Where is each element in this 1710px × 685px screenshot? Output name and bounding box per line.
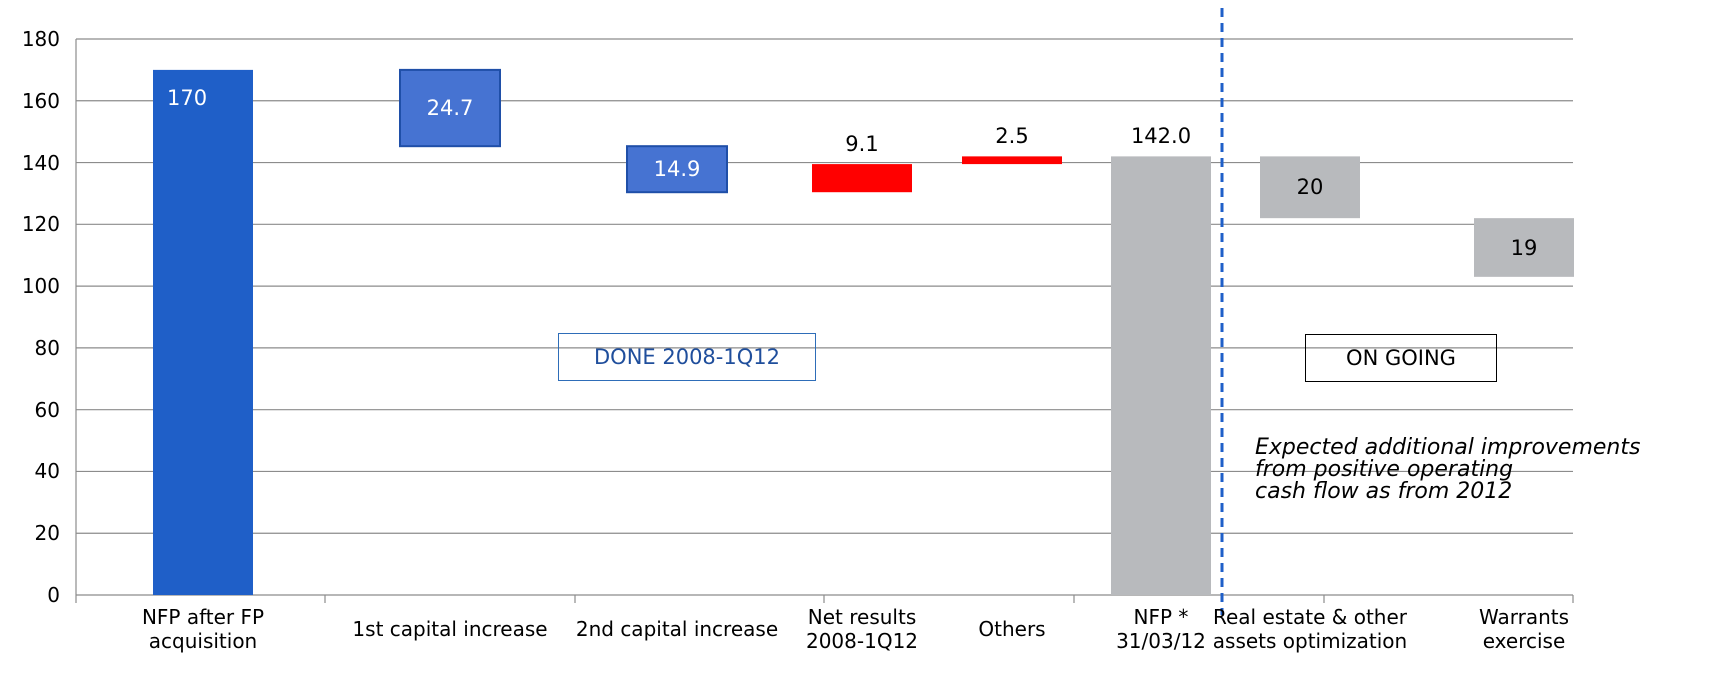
data-label: 9.1 bbox=[845, 132, 879, 157]
data-label: 19 bbox=[1510, 235, 1538, 260]
y-tick-label: 40 bbox=[34, 459, 60, 484]
x-tick-label: 2nd capital increase bbox=[575, 617, 779, 641]
annotation-done: DONE 2008-1Q12 bbox=[558, 333, 816, 381]
y-tick-label: 0 bbox=[47, 583, 60, 607]
y-tick-label: 100 bbox=[21, 274, 60, 299]
bar bbox=[1111, 156, 1211, 595]
y-tick-label: 80 bbox=[34, 335, 60, 360]
y-tick-label: 160 bbox=[21, 88, 60, 113]
y-tick-label: 120 bbox=[21, 212, 60, 237]
annotation-ongoing: ON GOING bbox=[1305, 334, 1497, 382]
data-label: 24.7 bbox=[426, 96, 474, 121]
data-label: 2.5 bbox=[995, 124, 1029, 149]
y-tick-label: 180 bbox=[21, 27, 60, 51]
bar bbox=[812, 164, 912, 193]
annotation-note: Expected additional improvements from po… bbox=[1255, 435, 1641, 504]
bar bbox=[153, 69, 253, 595]
bar bbox=[1260, 156, 1360, 219]
data-label: 142.0 bbox=[1130, 124, 1192, 149]
x-tick-label: Warrants exercise bbox=[1478, 605, 1570, 653]
data-label: 170 bbox=[167, 85, 208, 110]
bar bbox=[1474, 218, 1574, 277]
x-tick-label: 1st capital increase bbox=[352, 617, 548, 641]
x-tick-label: Net results 2008-1Q12 bbox=[805, 605, 919, 653]
x-tick-label: Real estate & other assets optimization bbox=[1212, 605, 1408, 653]
x-tick-label: NFP * 31/03/12 bbox=[1116, 605, 1206, 653]
bar bbox=[399, 68, 501, 148]
y-tick-label: 60 bbox=[34, 397, 60, 422]
x-tick-label: Others bbox=[978, 617, 1046, 641]
data-label: 14.9 bbox=[653, 157, 701, 182]
bar bbox=[962, 156, 1062, 165]
y-tick-label: 140 bbox=[21, 150, 60, 175]
bar bbox=[626, 145, 728, 194]
x-tick-label: NFP after FP acquisition bbox=[141, 605, 265, 653]
y-tick-label: 20 bbox=[34, 521, 60, 546]
data-label: 20 bbox=[1296, 175, 1324, 200]
